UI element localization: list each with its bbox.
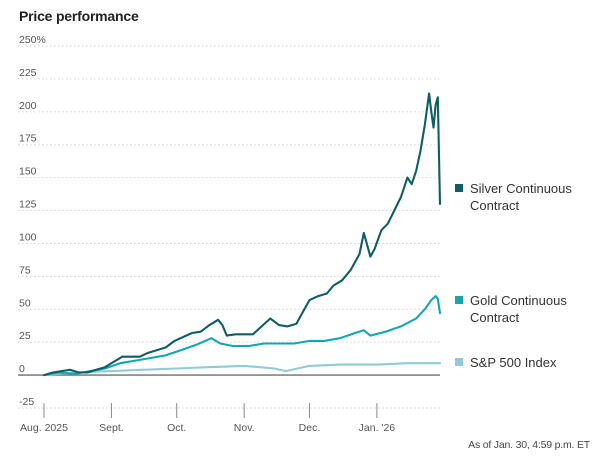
y-tick-label: 150	[19, 166, 37, 178]
y-tick-label: 225	[19, 67, 37, 79]
legend-swatch	[455, 296, 463, 304]
legend-swatch	[455, 184, 463, 192]
series-line-gold-continuous-contract	[42, 295, 442, 377]
y-axis-ticks: 250% 225 200 175 150 125 100 75 50 25 0 -25	[19, 34, 46, 408]
legend: Silver Continuous Contract Gold Continuous…	[455, 181, 572, 370]
series-line-s-p-500-index	[42, 362, 442, 377]
x-tick-label: Aug. 2025	[20, 422, 68, 434]
legend-label: S&P 500 Index	[470, 355, 557, 370]
legend-label: Gold Continuous Contract	[470, 293, 567, 325]
y-tick-label: -25	[19, 396, 34, 408]
series-lines	[42, 92, 442, 377]
chart-title: Price performance	[19, 8, 139, 24]
series-line-silver-continuous-contract	[42, 92, 442, 377]
y-tick-label: 125	[19, 199, 37, 211]
y-tick-label: 75	[19, 264, 31, 276]
x-tick-label: Dec.	[299, 422, 321, 434]
gridlines	[18, 45, 440, 409]
y-tick-label: 200	[19, 100, 37, 112]
y-tick-label: 100	[19, 231, 37, 243]
x-tick-label: Oct.	[167, 422, 186, 434]
y-tick-label: 50	[19, 297, 31, 309]
y-tick-label: 0	[19, 363, 25, 375]
legend-label: Silver Continuous Contract	[470, 181, 572, 213]
x-tick-label: Jan. '26	[359, 422, 396, 434]
y-tick-label: 175	[19, 133, 37, 145]
x-axis-ticks: Aug. 2025 Sept. Oct. Nov. Dec. Jan. '26	[20, 403, 395, 434]
legend-swatch	[455, 358, 463, 366]
x-tick-label: Nov.	[234, 422, 255, 434]
y-tick-label: 25	[19, 330, 31, 342]
source-note: As of Jan. 30, 4:59 p.m. ET	[468, 439, 590, 451]
y-tick-label: 250%	[19, 34, 46, 46]
x-tick-label: Sept.	[99, 422, 124, 434]
